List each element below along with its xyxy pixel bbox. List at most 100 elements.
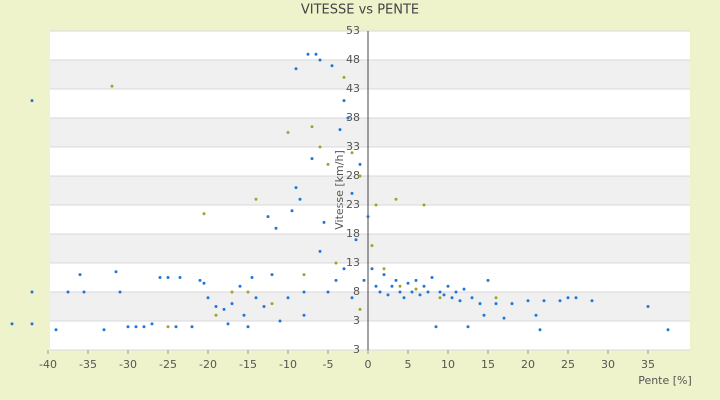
x-tick-label: 15 <box>481 358 495 371</box>
point <box>354 238 358 242</box>
point <box>370 267 374 271</box>
point <box>246 325 250 329</box>
point <box>510 302 514 306</box>
point <box>54 328 58 332</box>
point <box>374 284 378 288</box>
y-tick-label: 28 <box>346 169 360 182</box>
point <box>398 284 402 288</box>
x-tick-label: -25 <box>159 358 177 371</box>
point <box>386 293 390 297</box>
point <box>418 293 422 297</box>
point <box>318 249 322 253</box>
x-tick-label: 20 <box>521 358 535 371</box>
point <box>466 325 470 329</box>
point <box>198 278 202 282</box>
point <box>294 67 298 71</box>
point <box>314 52 318 56</box>
x-axis-label: Pente [%] <box>638 374 692 387</box>
y-axis-label: Vitesse [km/h] <box>333 150 346 230</box>
point <box>430 276 434 279</box>
point <box>270 302 274 306</box>
point <box>278 319 282 323</box>
point <box>238 284 242 288</box>
point <box>438 296 442 300</box>
point <box>438 290 442 294</box>
point <box>134 325 138 329</box>
x-tick-label: 30 <box>601 358 615 371</box>
y-tick-label: 38 <box>346 111 360 124</box>
point <box>574 296 578 300</box>
point <box>110 84 114 88</box>
point <box>174 325 178 329</box>
y-tick-label: 53 <box>346 24 360 37</box>
point <box>358 174 362 178</box>
point <box>450 296 454 300</box>
point <box>118 290 122 294</box>
point <box>290 209 294 213</box>
point <box>342 267 346 271</box>
point <box>426 290 430 294</box>
point <box>666 328 670 332</box>
point <box>494 296 498 300</box>
point <box>166 276 170 279</box>
point <box>338 128 342 132</box>
point <box>298 197 302 201</box>
point <box>30 322 34 326</box>
point <box>446 284 450 288</box>
point <box>250 276 254 279</box>
point <box>414 287 418 291</box>
point <box>342 99 346 103</box>
point <box>398 290 402 294</box>
point <box>482 313 486 317</box>
point <box>526 299 530 303</box>
point <box>318 58 322 62</box>
point <box>310 125 314 129</box>
x-tick-label: -15 <box>239 358 257 371</box>
point <box>454 290 458 294</box>
point <box>222 307 226 311</box>
point <box>422 284 426 288</box>
point <box>302 273 306 277</box>
point <box>226 322 230 326</box>
point <box>330 64 334 68</box>
y-tick-label: 3 <box>353 343 360 356</box>
point <box>302 313 306 317</box>
x-tick-label: 5 <box>405 358 412 371</box>
point <box>286 131 290 134</box>
point <box>126 325 130 329</box>
point <box>434 325 438 329</box>
point <box>478 302 482 306</box>
x-tick-label: 0 <box>365 358 372 371</box>
point <box>502 316 506 320</box>
point <box>394 197 398 201</box>
point <box>334 278 338 282</box>
grid-band <box>50 118 690 147</box>
point <box>414 278 418 282</box>
point <box>102 328 106 332</box>
y-tick-label: 18 <box>346 227 360 240</box>
point <box>538 328 542 332</box>
point <box>190 325 194 329</box>
x-tick-label: 10 <box>441 358 455 371</box>
point <box>246 290 250 294</box>
point <box>390 284 394 288</box>
point <box>382 267 386 271</box>
point <box>66 290 70 294</box>
point <box>158 276 162 279</box>
point <box>486 278 490 282</box>
point <box>318 145 322 149</box>
point <box>458 299 462 303</box>
point <box>142 325 146 329</box>
point <box>214 305 218 308</box>
point <box>350 191 354 195</box>
point <box>410 290 414 294</box>
point <box>646 305 650 308</box>
y-tick-label: 33 <box>346 140 360 153</box>
x-tick-label: 25 <box>561 358 575 371</box>
point <box>462 287 466 291</box>
point <box>10 322 14 326</box>
point <box>302 290 306 294</box>
point <box>342 75 346 79</box>
y-tick-label: 8 <box>353 285 360 298</box>
point <box>82 290 86 294</box>
